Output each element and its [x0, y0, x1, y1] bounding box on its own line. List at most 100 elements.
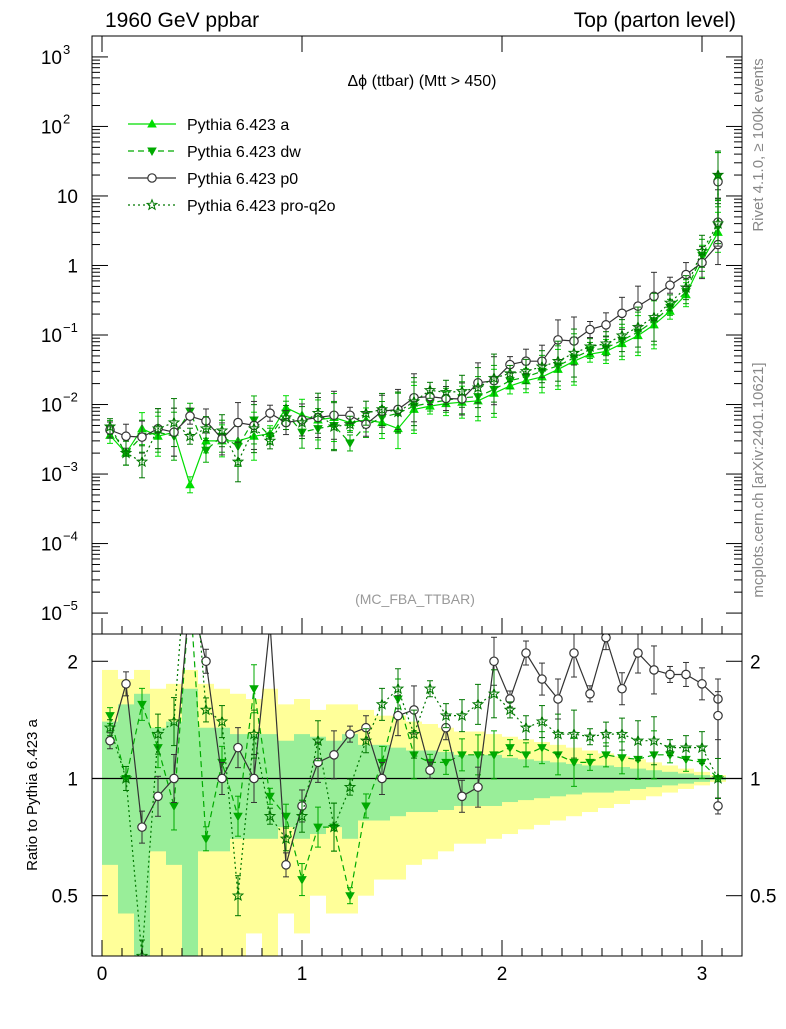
- main-pythia-6-423-dw-point: [201, 446, 211, 456]
- ratio-pythia-6-423-p0-point: [425, 765, 435, 776]
- main-pythia-6-423-pro-q2o-point: [199, 421, 213, 434]
- ratio-pythia-6-423-pro-q2o-point: [535, 714, 549, 727]
- rivet-label: Rivet 4.1.0, ≥ 100k events: [750, 58, 767, 231]
- band-inner: [390, 747, 406, 817]
- ratio-pythia-6-423-dw-point: [457, 751, 467, 760]
- main-pythia-6-423-p0-point: [617, 308, 627, 319]
- main-pythia-6-423-pro-q2o-point: [535, 360, 549, 373]
- ratio-pythia-6-423-p0-point: [249, 773, 259, 784]
- band-inner: [534, 760, 550, 799]
- main-pythia-6-423-pro-q2o-point: [663, 296, 677, 309]
- legend-marker: [147, 147, 157, 156]
- legend-label: Pythia 6.423 pro-q2o: [187, 198, 336, 215]
- legend: Pythia 6.423 a Pythia 6.423 dw Pythia 6.42…: [128, 117, 336, 215]
- ratio-pythia-6-423-pro-q2o-point: [119, 771, 133, 784]
- main-pythia-6-423-pro-q2o-point: [215, 424, 229, 437]
- band-inner: [406, 750, 422, 813]
- ratio-pythia-6-423-pro-q2o-line: [109, 634, 719, 956]
- ratio-pythia-6-423-pro-q2o-point: [263, 809, 277, 822]
- main-pythia-6-423-pro-q2o-point: [567, 346, 581, 359]
- ratio-pythia-6-423-dw-point: [473, 751, 483, 760]
- ratio-pythia-6-423-dw-point: [233, 812, 243, 822]
- ratio-pythia-6-423-pro-q2o-point: [359, 734, 373, 747]
- ratio-pythia-6-423-dw-point: [585, 758, 595, 768]
- ratio-pythia-6-423-dw-point: [345, 892, 355, 901]
- ratio-pythia-6-423-dw-point: [601, 751, 611, 760]
- main-pythia-6-423-pro-q2o-point: [263, 434, 277, 447]
- main-pythia-6-423-pro-q2o-point: [375, 402, 389, 415]
- header-left: 1960 GeV ppbar: [105, 9, 259, 32]
- ytick-label: 10: [41, 117, 62, 138]
- main-pythia-6-423-pro-q2o-point: [279, 410, 293, 423]
- main-pythia-6-423-a-point: [185, 479, 195, 489]
- ytick-label: 10: [41, 465, 62, 486]
- main-pythia-6-423-pro-q2o-point: [119, 446, 133, 459]
- ratio-pythia-6-423-pro-q2o-point: [311, 734, 325, 747]
- main-pythia-6-423-pro-q2o-point: [183, 429, 197, 442]
- band-inner: [230, 734, 246, 839]
- ratio-pythia-6-423-p0-point: [697, 679, 707, 689]
- ytick-label: 10: [41, 535, 62, 556]
- main-pythia-6-423-pro-q2o-point: [647, 310, 661, 323]
- band-inner: [358, 744, 374, 821]
- main-pythia-6-423-pro-q2o-point: [423, 383, 437, 396]
- ratio-pythia-6-423-pro-q2o-point: [199, 703, 213, 716]
- ratio-pythia-6-423-dw-point: [569, 758, 579, 768]
- header-right: Top (parton level): [574, 9, 736, 32]
- ratio-pythia-6-423-p0-point: [377, 773, 387, 784]
- ratio-pythia-6-423-pro-q2o-point: [519, 721, 533, 734]
- band-inner: [294, 734, 310, 839]
- ratio-pythia-6-423-p0-point: [489, 656, 499, 667]
- main-pythia-6-423-pro-q2o-point: [519, 364, 533, 377]
- ratio-pythia-6-423-pro-q2o-point: [631, 734, 645, 747]
- ratio-pythia-6-423-dw-point: [553, 751, 563, 760]
- main-pythia-6-423-p0-point: [585, 324, 595, 335]
- band-inner: [422, 750, 438, 813]
- ratio-pythia-6-423-p0-point: [649, 665, 659, 675]
- ratio-pythia-6-423-pro-q2o-point: [679, 740, 693, 754]
- ratio-pythia-6-423-p0-point: [521, 648, 531, 658]
- band-inner: [518, 759, 534, 801]
- ratio-pythia-6-423-p0-point: [186, 589, 194, 597]
- band-inner: [262, 734, 278, 839]
- ratio-pythia-6-423-dw-point: [297, 876, 307, 885]
- ratio-pythia-6-423-pro-q2o-point: [471, 697, 485, 710]
- main-pythia-6-423-p0-point: [601, 320, 611, 330]
- main-pythia-6-423-p0-point: [665, 280, 675, 291]
- ytick-label-exp: −4: [63, 529, 78, 544]
- ratio-ytick-label-right: 0.5: [750, 887, 776, 908]
- legend-label: Pythia 6.423 dw: [187, 144, 301, 161]
- main-pythia-6-423-pro-q2o-point: [615, 328, 629, 341]
- main-pythia-6-423-p0-point: [233, 417, 243, 428]
- ratio-pythia-6-423-pro-q2o-point: [407, 727, 421, 740]
- main-pythia-6-423-pro-q2o-point: [583, 339, 597, 353]
- ytick-label: 10: [41, 604, 62, 625]
- mcplots-label: mcplots.cern.ch [arXiv:2401.10621]: [750, 362, 767, 597]
- ratio-pythia-6-423-pro-q2o-point: [135, 949, 149, 956]
- ratio-pythia-6-423-p0-point: [266, 619, 274, 627]
- ratio-pythia-6-423-pro-q2o-point: [167, 714, 181, 727]
- ratio-ytick-label-right: 1: [750, 769, 761, 790]
- main-pythia-6-423-pro-q2o-point: [679, 280, 693, 293]
- main-pythia-6-423-pro-q2o-point: [231, 455, 245, 468]
- ratio-curves: [103, 589, 725, 956]
- xtick-label: 1: [297, 964, 308, 985]
- ratio-pythia-6-423-pro-q2o-point: [567, 727, 581, 740]
- main-pythia-6-423-pro-q2o-point: [503, 366, 517, 379]
- xtick-label: 3: [697, 964, 708, 985]
- ratio-pythia-6-423-pro-q2o-point: [455, 708, 469, 722]
- ratio-pythia-6-423-p0-point: [121, 679, 131, 689]
- ratio-pythia-6-423-dw-point: [201, 835, 211, 844]
- main-pythia-6-423-dw-point: [345, 439, 355, 448]
- ratio-pythia-6-423-pro-q2o-point: [231, 889, 245, 902]
- ratio-pythia-6-423-pro-q2o-point: [295, 809, 309, 822]
- ytick-label: 10: [41, 396, 62, 417]
- ratio-pythia-6-423-p0-point: [329, 750, 339, 760]
- main-pythia-6-423-p0-point: [185, 411, 195, 421]
- ytick-label-exp: 3: [63, 42, 70, 57]
- ratio-pythia-6-423-pro-q2o-point: [663, 740, 677, 754]
- ratio-pythia-6-423-dw-point: [185, 589, 195, 598]
- ratio-pythia-6-423-pro-q2o-point: [375, 697, 389, 710]
- main-pythia-6-423-pro-q2o-point: [311, 406, 325, 419]
